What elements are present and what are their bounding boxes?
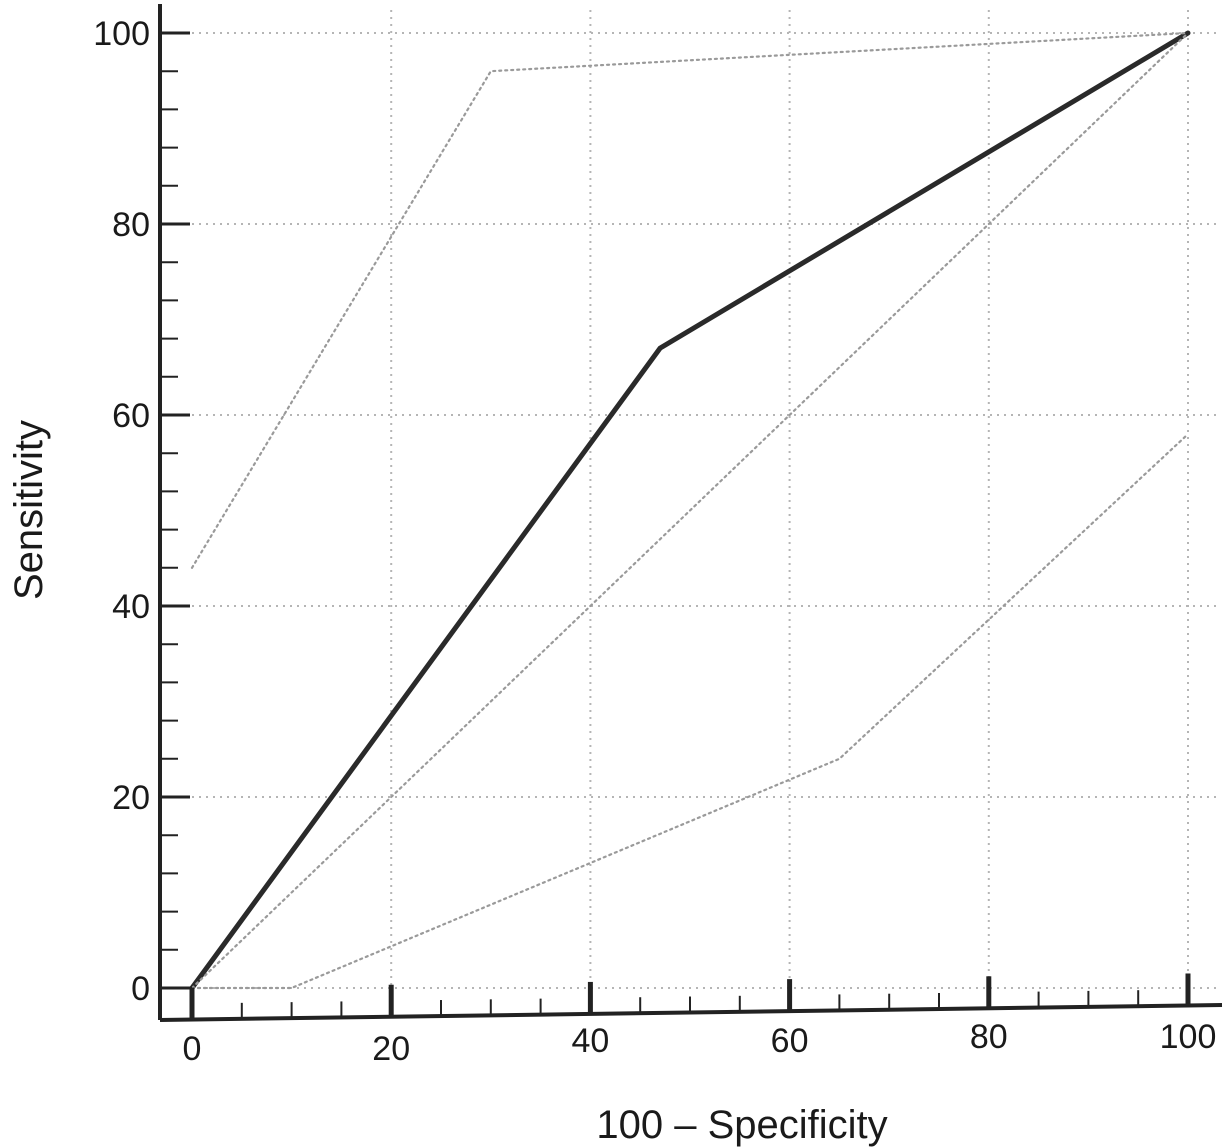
series-line-3 (190, 31, 1190, 990)
y-tick-label: 60 (112, 397, 150, 435)
axes (158, 4, 1223, 1022)
tick-labels: 0 20 40 60 80 100 0 20 40 60 80 100 (93, 15, 1216, 1068)
x-tick-label: 60 (771, 1022, 809, 1060)
series-group (189, 30, 1191, 991)
gridlines (192, 10, 1216, 998)
x-tick-label: 0 (183, 1030, 202, 1068)
series-line-2 (190, 31, 1190, 569)
x-axis-title: 100 – Specificity (596, 1103, 887, 1147)
x-tick-label: 80 (970, 1018, 1008, 1056)
y-tick-label: 0 (131, 970, 150, 1008)
x-tick-label: 20 (372, 1030, 410, 1068)
y-tick-label: 40 (112, 588, 150, 626)
x-tick-label: 40 (571, 1022, 609, 1060)
y-axis-title: Sensitivity (7, 420, 51, 600)
y-tick-label: 80 (112, 206, 150, 244)
series-line-4 (190, 433, 1190, 990)
series-line-1 (189, 30, 1191, 991)
y-tick-label: 100 (93, 15, 150, 53)
x-tick-label: 100 (1160, 1018, 1217, 1056)
y-tick-label: 20 (112, 779, 150, 817)
